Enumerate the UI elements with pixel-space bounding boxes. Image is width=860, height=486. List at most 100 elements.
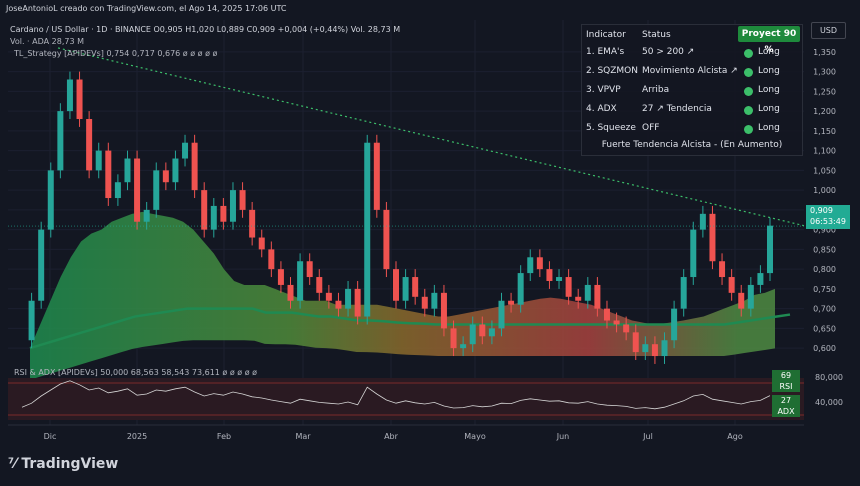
candle — [172, 158, 179, 183]
ema-cloud — [30, 211, 775, 380]
tradingview-logo[interactable]: ⁷⁄ TradingView — [8, 456, 118, 472]
indicator-row: 1. EMA's 50 > 200 ↗ Long — [582, 44, 802, 62]
last-price: 0,909 — [810, 206, 833, 215]
rsi-line — [21, 380, 771, 410]
indicator-name: 3. VPVP — [586, 85, 621, 95]
candle — [105, 150, 112, 199]
last-price-badge: 0,909 06:53:49 — [806, 205, 850, 229]
candle — [239, 190, 246, 210]
y-tick-label: 0,800 — [813, 265, 836, 274]
candle — [709, 213, 716, 262]
candle — [671, 308, 678, 341]
indicator-signal: Long — [758, 85, 780, 95]
candle — [47, 170, 54, 230]
x-tick-label: Feb — [217, 432, 231, 441]
candle — [182, 142, 189, 159]
candle — [527, 257, 534, 274]
rsi-badge: 69 RSI — [772, 370, 800, 392]
x-tick-label: Ago — [727, 432, 743, 441]
candle — [479, 324, 486, 337]
candle — [536, 257, 543, 270]
y-tick-label: 0,900 — [813, 226, 836, 235]
candle — [76, 79, 83, 120]
y-tick-label: 1,150 — [813, 127, 836, 136]
adx-value: 27 — [780, 396, 792, 405]
indicator-name: 1. EMA's — [586, 47, 625, 57]
candle — [220, 205, 227, 222]
indicator-signal: Long — [758, 66, 780, 76]
candle — [661, 340, 668, 357]
indicator-table: Indicator Status 1. EMA's 50 > 200 ↗ Lon… — [581, 24, 803, 156]
candle — [325, 292, 332, 301]
indicator-row: 3. VPVP Arriba Long — [582, 82, 802, 100]
candle — [335, 300, 342, 309]
candle — [440, 292, 447, 329]
x-tick-label: Mar — [295, 432, 311, 441]
countdown: 06:53:49 — [810, 217, 846, 226]
candle — [86, 119, 93, 171]
candle — [412, 277, 419, 297]
rsi-label: RSI — [779, 382, 793, 391]
trend-summary: Fuerte Tendencia Alcista - (En Aumento) — [601, 140, 783, 150]
ema-slow-line — [29, 307, 791, 350]
candle — [134, 158, 141, 222]
candle — [565, 277, 572, 297]
candle — [450, 328, 457, 349]
adx-label: ADX — [777, 407, 795, 416]
candle — [469, 324, 476, 345]
candle — [402, 277, 409, 301]
currency-selector[interactable]: USD — [811, 22, 846, 39]
y-tick-label: 1,300 — [813, 68, 836, 77]
candle — [95, 150, 102, 171]
candle — [114, 182, 121, 199]
header-status: Status — [642, 30, 671, 40]
y-tick-label: 1,000 — [813, 186, 836, 195]
x-tick-label: Abr — [384, 432, 399, 441]
indicator-row: 2. SQZMON Movimiento Alcista ↗ Long — [582, 63, 802, 81]
rsi-value: 69 — [780, 371, 792, 380]
candle — [210, 205, 217, 230]
indicator-signal: Long — [758, 47, 780, 57]
candle — [364, 142, 371, 317]
candle — [316, 277, 323, 293]
candle — [201, 190, 208, 230]
volume-line: Vol. · ADA 28,73 M — [10, 37, 84, 46]
x-tick-label: Dic — [44, 432, 57, 441]
candle — [249, 209, 256, 238]
candle — [354, 288, 361, 317]
strategy-line: TL_Strategy [APIDEVs] 0,754 0,717 0,676 … — [14, 49, 218, 58]
candle — [143, 209, 150, 222]
x-tick-label: Jul — [642, 432, 653, 441]
candle — [690, 229, 697, 278]
indicator-status: 27 ↗ Tendencia — [642, 104, 712, 114]
candle — [575, 296, 582, 301]
proyect-badge: Proyect 90 % — [738, 26, 800, 55]
y-tick-label: 0,850 — [813, 245, 836, 254]
signal-dot-icon — [744, 106, 753, 115]
indicator-table-header: Indicator Status — [582, 27, 802, 45]
candle — [757, 273, 764, 285]
candle — [162, 170, 169, 183]
x-tick-label: Mayo — [464, 432, 486, 441]
signal-dot-icon — [744, 49, 753, 58]
y-tick-label: 1,100 — [813, 147, 836, 156]
x-tick-label: 2025 — [127, 432, 147, 441]
y-tick-label: 0,600 — [813, 344, 836, 353]
indicator-name: 5. Squeeze — [586, 123, 636, 133]
rsi-pane-bg — [8, 378, 804, 420]
y-tick-label: 1,050 — [813, 166, 836, 175]
header-indicator: Indicator — [586, 30, 626, 40]
tv-logo-icon: ⁷⁄ — [8, 456, 17, 472]
y-tick-label: 1,350 — [813, 48, 836, 57]
candle — [498, 300, 505, 329]
indicator-signal: Long — [758, 123, 780, 133]
indicator-status: 50 > 200 ↗ — [642, 47, 695, 57]
candle — [229, 190, 236, 222]
lower-axis-tick: 80,000 — [815, 373, 843, 382]
candle — [57, 111, 64, 171]
candle — [373, 142, 380, 210]
y-tick-label: 0,750 — [813, 285, 836, 294]
candle — [460, 344, 467, 349]
